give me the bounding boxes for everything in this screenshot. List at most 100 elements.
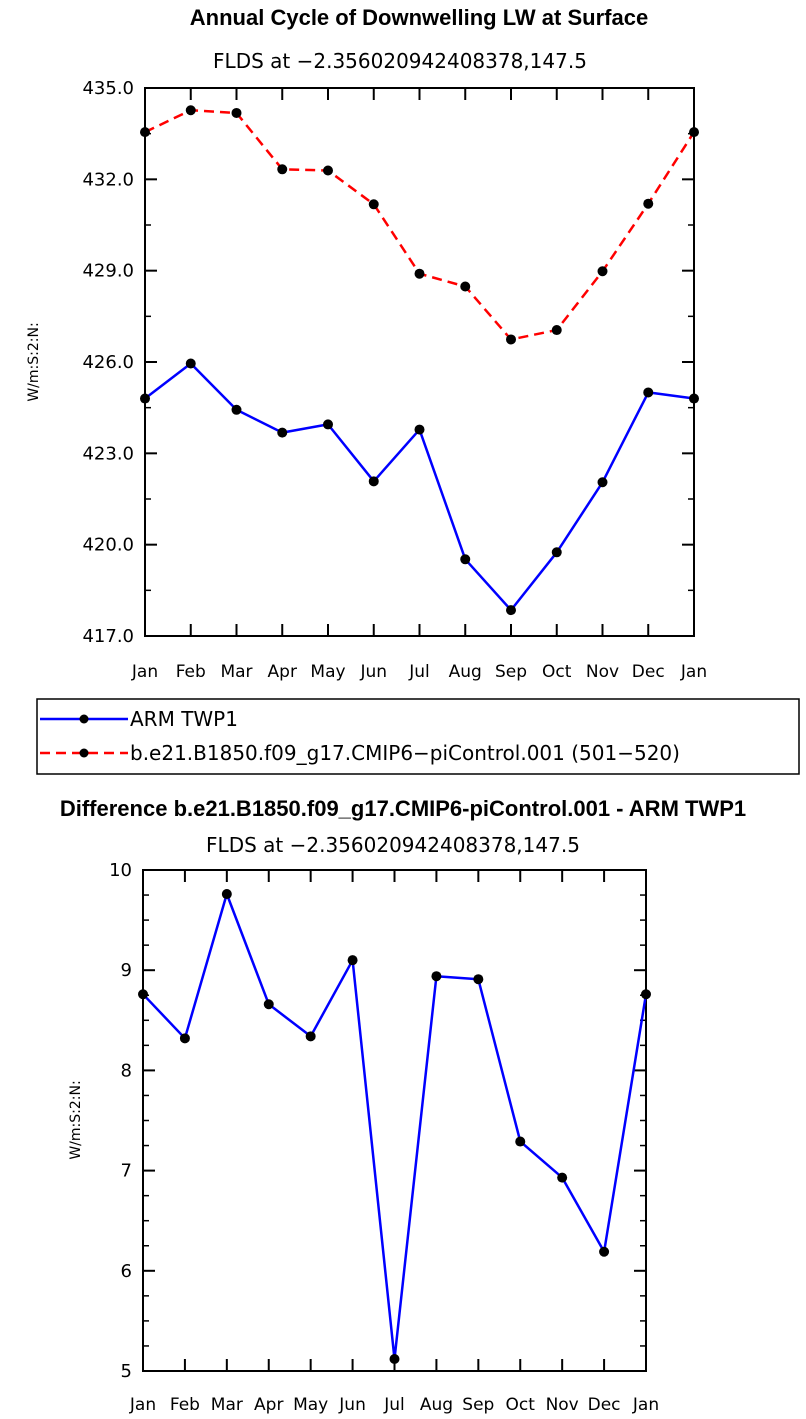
data-point <box>185 105 196 116</box>
x-tick-label: Sep <box>495 662 527 682</box>
data-point <box>263 999 274 1010</box>
y-axis-label: W/m:S:2:N: <box>26 322 42 401</box>
data-point <box>557 1172 568 1183</box>
y-tick-label: 420.0 <box>82 535 134 556</box>
data-point <box>414 268 425 279</box>
series-line-0 <box>144 362 695 612</box>
x-tick-label: Nov <box>586 662 619 682</box>
y-tick-label: 432.0 <box>82 169 134 190</box>
legend-box <box>36 698 800 775</box>
series-group <box>140 105 699 616</box>
data-point <box>506 334 516 345</box>
series-line-0 <box>142 892 648 1361</box>
data-point <box>277 164 288 175</box>
data-point <box>551 547 562 558</box>
y-axis-ticks: 417.0 420.0 423.0 426.0 429.0 432.0 435.0 <box>82 78 694 647</box>
y-axis-ticks: 5 6 7 8 9 10 <box>109 860 646 1382</box>
data-point <box>368 476 379 487</box>
x-tick-label: Jun <box>338 1395 366 1415</box>
y-tick-label: 6 <box>121 1261 132 1282</box>
x-tick-label: Jun <box>359 662 387 682</box>
data-point <box>185 358 196 369</box>
legend-marker-model <box>79 748 89 758</box>
data-point <box>460 554 471 565</box>
data-point <box>689 127 699 138</box>
legend-marker-arm <box>79 714 89 724</box>
data-point <box>368 199 379 210</box>
data-point <box>277 427 288 438</box>
series-line-1 <box>144 108 696 341</box>
chart-title: Difference b.e21.B1850.f09_g17.CMIP6-piC… <box>60 796 746 821</box>
x-tick-label: Dec <box>632 662 665 682</box>
y-tick-label: 417.0 <box>82 626 134 647</box>
data-point <box>323 165 333 176</box>
data-point <box>414 424 425 435</box>
data-point <box>179 1033 190 1044</box>
data-point <box>347 955 358 966</box>
plot-frame <box>142 869 647 1372</box>
y-tick-label: 435.0 <box>82 78 134 99</box>
x-tick-label: Apr <box>254 1395 283 1415</box>
x-tick-label: Jan <box>129 1395 156 1415</box>
plot-frame <box>144 87 695 637</box>
x-tick-label: Oct <box>506 1395 536 1415</box>
data-point <box>597 266 608 277</box>
x-tick-label: May <box>310 662 345 682</box>
data-point <box>323 419 333 430</box>
data-point <box>506 605 516 616</box>
data-point <box>599 1246 610 1257</box>
chart-subtitle: FLDS at −2.356020942408378,147.5 <box>213 49 587 73</box>
x-tick-label: Dec <box>588 1395 621 1415</box>
y-tick-label: 8 <box>121 1060 132 1081</box>
x-tick-label: Aug <box>420 1395 453 1415</box>
data-point <box>305 1031 316 1042</box>
data-point <box>515 1136 526 1147</box>
y-tick-label: 423.0 <box>82 443 134 464</box>
x-tick-label: Sep <box>462 1395 494 1415</box>
data-point <box>221 889 232 900</box>
x-tick-label: Jul <box>383 1395 405 1415</box>
annual-cycle-chart: Annual Cycle of Downwelling LW at Surfac… <box>26 5 800 775</box>
chart-title: Annual Cycle of Downwelling LW at Surfac… <box>190 5 648 30</box>
x-tick-label: Nov <box>546 1395 579 1415</box>
data-point <box>231 107 242 118</box>
legend-label-arm: ARM TWP1 <box>130 707 238 731</box>
y-tick-label: 7 <box>121 1161 132 1182</box>
y-tick-label: 5 <box>121 1361 132 1382</box>
x-tick-label: Oct <box>542 662 572 682</box>
data-point <box>231 404 242 415</box>
data-point <box>689 393 699 404</box>
chart-subtitle: FLDS at −2.356020942408378,147.5 <box>206 833 580 857</box>
x-tick-label: Jan <box>680 662 707 682</box>
x-axis-ticks: Jan Feb Mar Apr May Jun Jul Aug Sep Oct Nov Dec Jan <box>129 870 659 1415</box>
x-tick-label: Feb <box>170 1395 200 1415</box>
x-tick-label: May <box>293 1395 328 1415</box>
data-point <box>597 477 608 488</box>
x-tick-label: Mar <box>220 662 252 682</box>
x-tick-label: Apr <box>268 662 297 682</box>
data-point <box>138 989 148 1000</box>
data-point <box>140 127 150 138</box>
data-point <box>140 393 150 404</box>
y-tick-label: 426.0 <box>82 352 134 373</box>
data-point <box>551 325 562 336</box>
difference-chart: Difference b.e21.B1850.f09_g17.CMIP6-piC… <box>60 796 746 1415</box>
x-axis-ticks: Jan Feb Mar Apr May Jun Jul Aug Sep Oct Nov Dec Jan <box>131 88 707 682</box>
x-tick-label: Mar <box>211 1395 243 1415</box>
y-tick-label: 429.0 <box>82 261 134 282</box>
x-tick-label: Jan <box>632 1395 659 1415</box>
y-tick-label: 10 <box>109 860 132 881</box>
data-point <box>643 198 654 209</box>
legend: ARM TWP1 b.e21.B1850.f09_g17.CMIP6−piCon… <box>36 698 800 775</box>
x-tick-label: Feb <box>176 662 206 682</box>
x-tick-label: Aug <box>449 662 482 682</box>
x-tick-label: Jul <box>408 662 430 682</box>
data-point <box>473 974 484 985</box>
x-tick-label: Jan <box>131 662 158 682</box>
y-tick-label: 9 <box>121 960 132 981</box>
y-axis-label: W/m:S:2:N: <box>68 1080 84 1159</box>
data-point <box>641 989 651 1000</box>
data-point <box>643 387 654 398</box>
series-group <box>138 889 651 1364</box>
legend-label-model: b.e21.B1850.f09_g17.CMIP6−piControl.001 … <box>130 741 680 765</box>
